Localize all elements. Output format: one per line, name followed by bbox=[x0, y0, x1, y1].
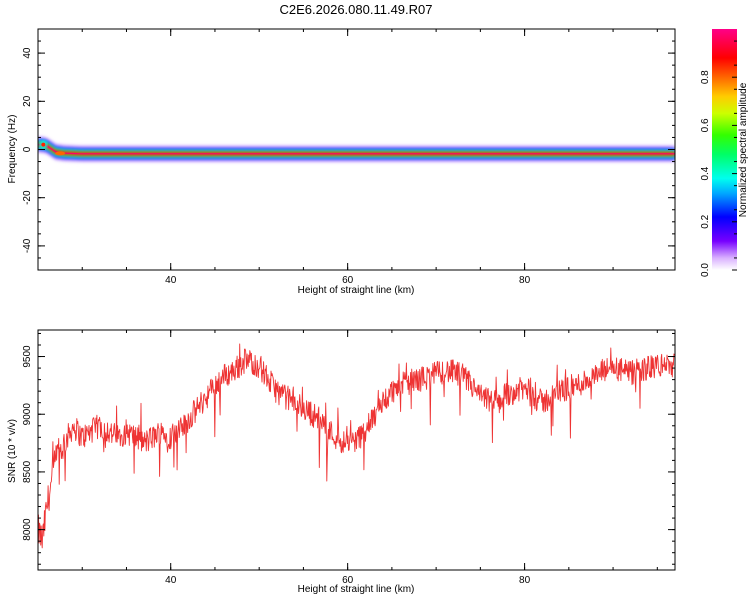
colorbar-ticks: 0.0 0.2 0.4 0.6 0.8 bbox=[700, 40, 737, 277]
colorbar-tick-label: 0.0 bbox=[700, 263, 711, 277]
spectrogram-x-tick-label: 80 bbox=[519, 275, 531, 286]
spectrogram-x-tick-label: 40 bbox=[165, 275, 177, 286]
spectrogram-blob-orange bbox=[55, 151, 66, 156]
spectrogram-ridge-line bbox=[38, 144, 675, 155]
snr-y-tick-label: 9000 bbox=[22, 403, 33, 426]
snr-y-tick-label: 9500 bbox=[22, 345, 33, 368]
spectrogram-x-label: Height of straight line (km) bbox=[298, 285, 415, 296]
colorbar: 0.0 0.2 0.4 0.6 0.8 Normalized spectral ampl… bbox=[700, 29, 749, 277]
figure-title: C2E6.2026.080.11.49.R07 bbox=[280, 2, 433, 17]
colorbar-tick-label: 0.8 bbox=[700, 70, 711, 84]
spectrogram-blob-core bbox=[41, 142, 46, 147]
snr-y-label: SNR (10 * v/v) bbox=[7, 419, 18, 483]
snr-panel: 40 60 80 8000 8500 9000 9500 Height of straigh… bbox=[7, 329, 676, 595]
spectrogram-y-tick-label: -20 bbox=[22, 190, 33, 205]
colorbar-tick-label: 0.6 bbox=[700, 118, 711, 132]
snr-axes: 40 60 80 8000 8500 9000 9500 bbox=[22, 330, 675, 586]
spectrogram-heatmap bbox=[38, 136, 675, 163]
spectrogram-axes: 40 60 80 -40 -20 0 20 40 bbox=[22, 28, 675, 286]
snr-frame bbox=[37, 329, 676, 571]
spectrogram-panel: 40 60 80 -40 -20 0 20 40 Height of straight lin… bbox=[7, 28, 676, 296]
spectrogram-y-tick-label: 40 bbox=[22, 47, 33, 59]
spectrogram-x-tick-label: 60 bbox=[342, 275, 354, 286]
colorbar-tick-label: 0.4 bbox=[700, 166, 711, 180]
snr-x-tick-label: 40 bbox=[165, 575, 177, 586]
snr-x-label: Height of straight line (km) bbox=[298, 584, 415, 595]
spectrogram-y-tick-label: -40 bbox=[22, 238, 33, 253]
spectrogram-y-tick-label: 20 bbox=[22, 95, 33, 107]
spectrogram-y-label: Frequency (Hz) bbox=[7, 115, 18, 184]
snr-x-tick-label: 60 bbox=[342, 575, 354, 586]
colorbar-gradient bbox=[712, 29, 737, 270]
snr-x-tick-label: 80 bbox=[519, 575, 531, 586]
spectrogram-y-tick-label: 0 bbox=[22, 146, 33, 152]
colorbar-label: Normalized spectral amplitude bbox=[738, 82, 749, 217]
snr-y-tick-label: 8000 bbox=[22, 518, 33, 541]
snr-series-line bbox=[38, 343, 675, 549]
snr-line-area bbox=[38, 343, 675, 549]
snr-y-tick-label: 8500 bbox=[22, 460, 33, 483]
colorbar-tick-label: 0.2 bbox=[700, 214, 711, 228]
